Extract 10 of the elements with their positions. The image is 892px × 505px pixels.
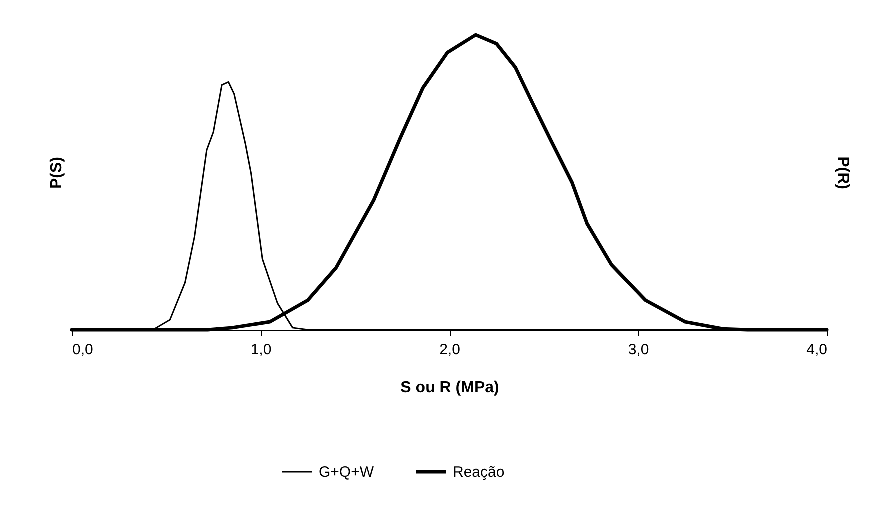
y2-axis-title: P(R) bbox=[834, 156, 852, 190]
x-tick-label: 2,0 bbox=[440, 342, 460, 358]
legend-label: G+Q+W bbox=[319, 464, 375, 481]
x-tick-label: 4,0 bbox=[806, 342, 828, 358]
x-axis-title: S ou R (MPa) bbox=[400, 380, 500, 396]
legend-label: Reação bbox=[453, 464, 505, 481]
x-tick-label: 3,0 bbox=[628, 342, 650, 358]
x-tick-label: 1,0 bbox=[250, 342, 272, 358]
y-axis-title: P(S) bbox=[48, 157, 66, 189]
x-tick-label: 0,0 bbox=[72, 342, 94, 358]
